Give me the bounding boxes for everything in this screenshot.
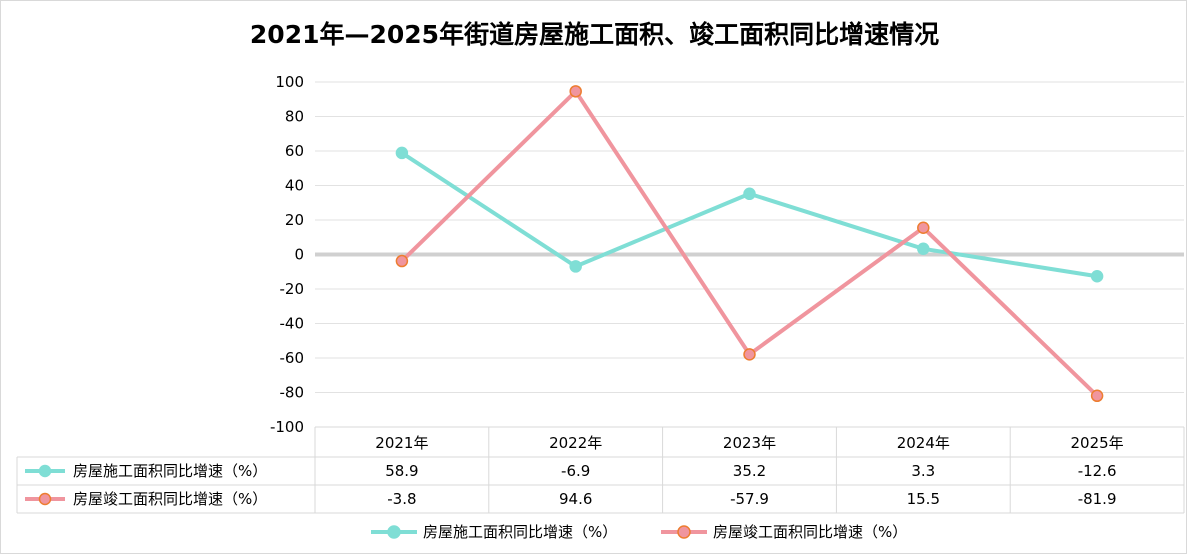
data-point bbox=[569, 260, 582, 273]
y-tick-label: 20 bbox=[285, 211, 304, 229]
table-value: -3.8 bbox=[387, 490, 416, 508]
y-tick-label: 60 bbox=[285, 142, 304, 160]
legend-label: 房屋竣工面积同比增速（%） bbox=[713, 523, 907, 541]
legend-key-marker bbox=[38, 492, 52, 506]
legend-label: 房屋施工面积同比增速（%） bbox=[423, 523, 617, 541]
data-point bbox=[395, 254, 409, 268]
table-series-name: 房屋竣工面积同比增速（%） bbox=[73, 490, 267, 508]
table-value: 94.6 bbox=[559, 490, 592, 508]
y-tick-label: -80 bbox=[280, 384, 305, 402]
y-tick-label: 40 bbox=[285, 177, 304, 195]
y-tick-label: 100 bbox=[275, 73, 304, 91]
x-category-label: 2025年 bbox=[1071, 434, 1124, 452]
x-category-label: 2023年 bbox=[723, 434, 776, 452]
table-value: 15.5 bbox=[907, 490, 940, 508]
data-point bbox=[743, 187, 756, 201]
table-value: 58.9 bbox=[385, 462, 418, 480]
data-point bbox=[569, 85, 582, 98]
chart-title: 2021年—2025年街道房屋施工面积、竣工面积同比增速情况 bbox=[249, 20, 940, 49]
series-line bbox=[400, 151, 1098, 279]
data-point bbox=[743, 348, 756, 361]
x-category-label: 2024年 bbox=[897, 434, 950, 452]
legend-marker bbox=[677, 525, 691, 539]
y-tick-label: 0 bbox=[294, 246, 304, 264]
table-value: -6.9 bbox=[561, 462, 590, 480]
data-point bbox=[917, 221, 930, 235]
y-tick-label: -20 bbox=[280, 280, 305, 298]
y-tick-label: -60 bbox=[280, 349, 305, 367]
data-point bbox=[1090, 269, 1104, 283]
data-point bbox=[1090, 389, 1104, 403]
data-point bbox=[395, 146, 409, 160]
table-value: -57.9 bbox=[730, 490, 769, 508]
x-category-label: 2021年 bbox=[375, 434, 428, 452]
table-value: 35.2 bbox=[733, 462, 766, 480]
table-value: -12.6 bbox=[1078, 462, 1117, 480]
y-tick-label: -100 bbox=[270, 418, 304, 436]
legend-marker bbox=[387, 525, 401, 539]
y-tick-label: -40 bbox=[280, 315, 305, 333]
table-value: -81.9 bbox=[1078, 490, 1117, 508]
table-series-name: 房屋施工面积同比增速（%） bbox=[73, 462, 267, 480]
legend-key-marker bbox=[38, 464, 52, 478]
x-category-label: 2022年 bbox=[549, 434, 602, 452]
table-value: 3.3 bbox=[911, 462, 935, 480]
y-tick-label: 80 bbox=[285, 108, 304, 126]
data-point bbox=[917, 242, 930, 256]
